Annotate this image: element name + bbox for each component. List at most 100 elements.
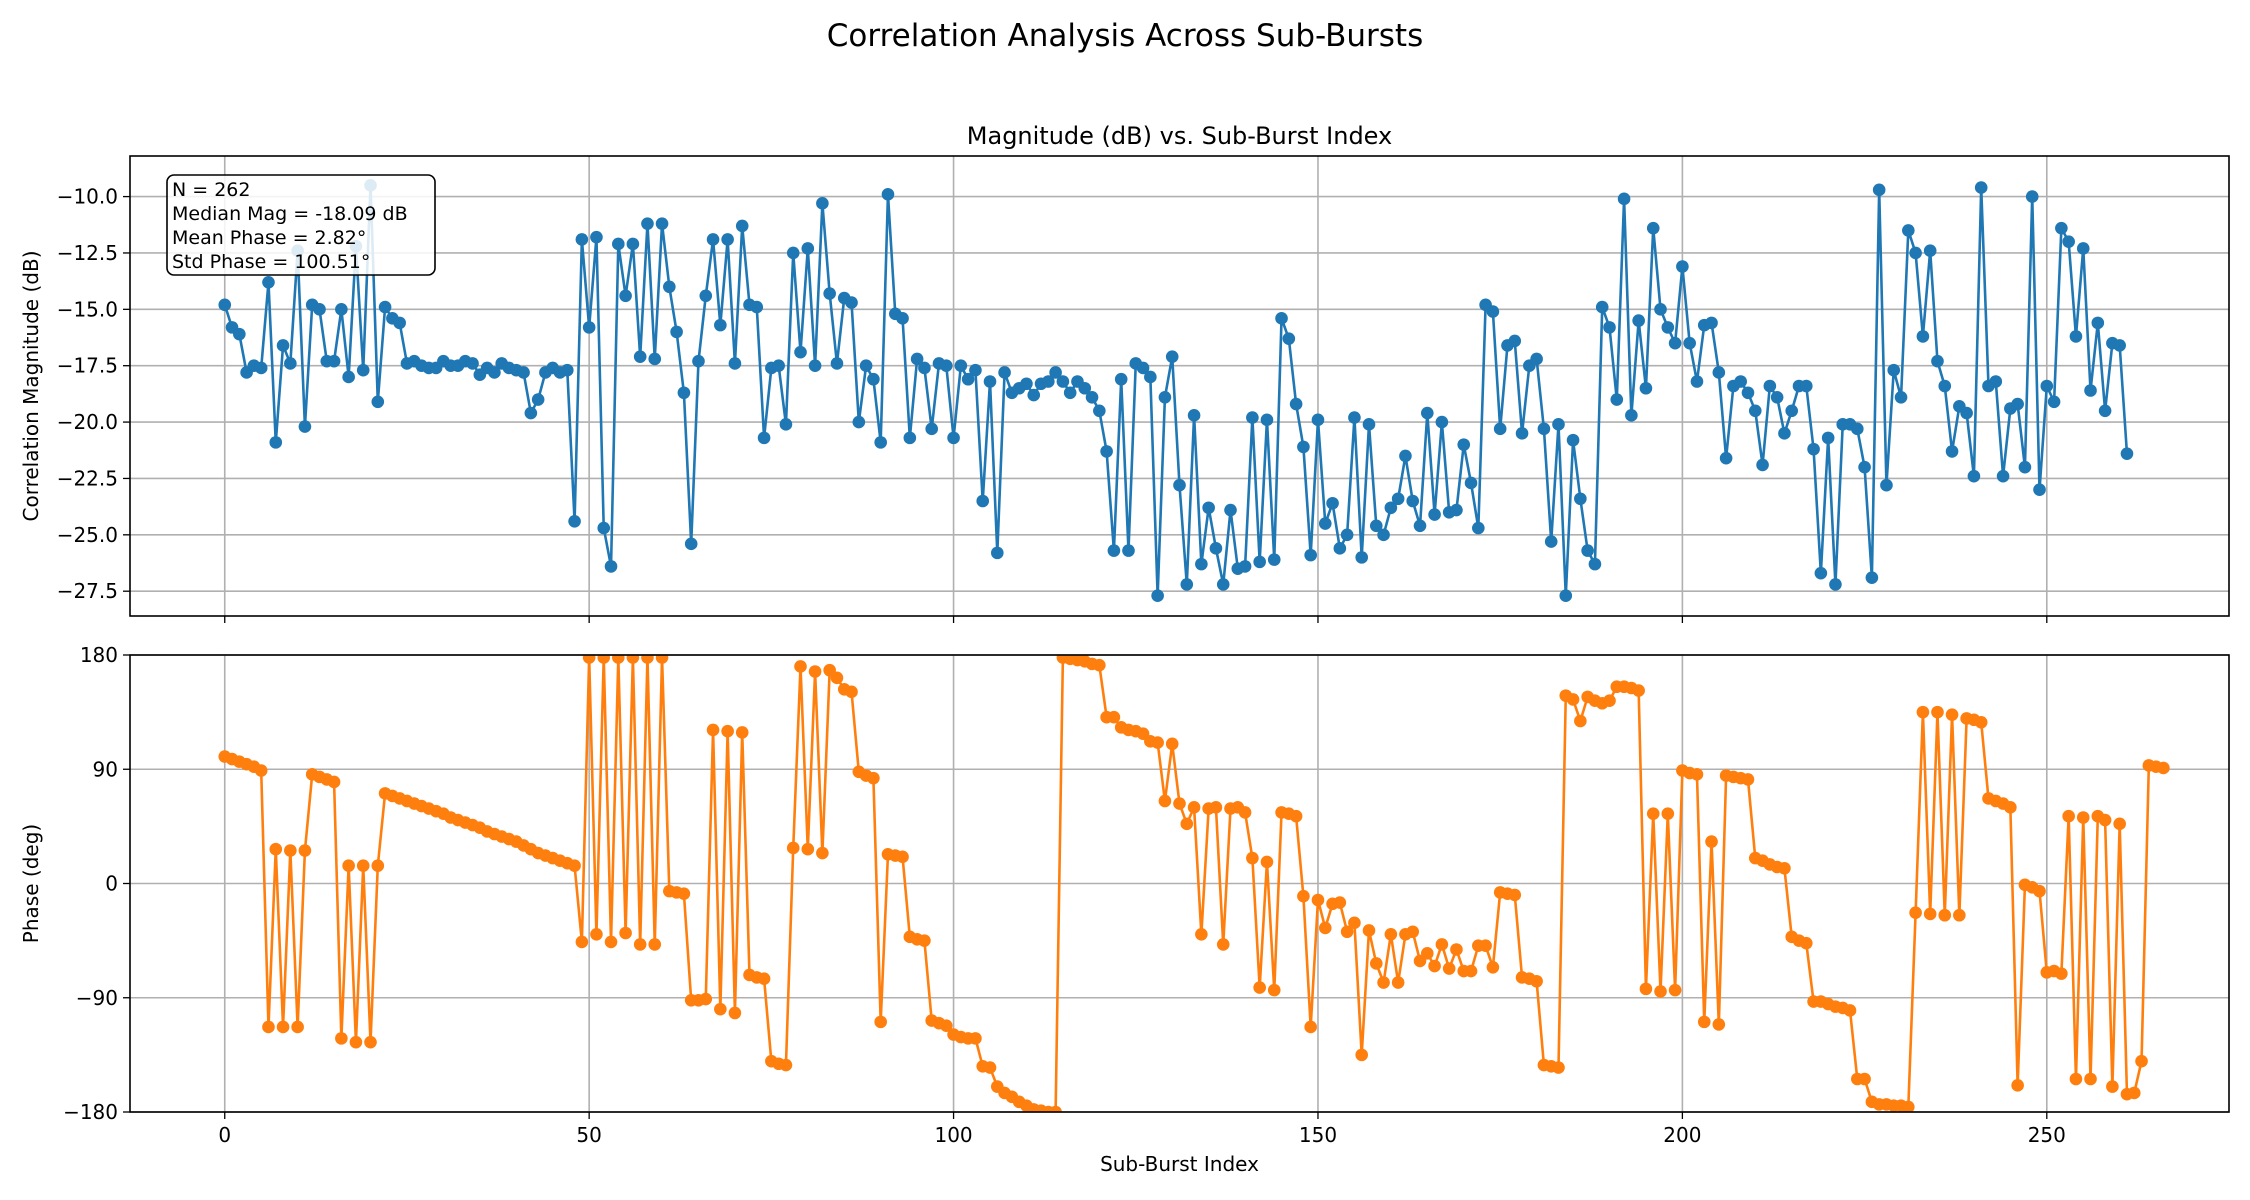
- data-point: [1406, 494, 1420, 508]
- data-point: [575, 935, 589, 949]
- data-point: [918, 934, 931, 947]
- data-point: [1318, 517, 1332, 530]
- data-point: [327, 354, 341, 368]
- x-tick-label: 0: [218, 1123, 231, 1147]
- data-point: [335, 303, 348, 316]
- data-point: [298, 844, 312, 857]
- data-point: [262, 275, 275, 289]
- data-point: [1151, 736, 1164, 749]
- y-tick-label: −20.0: [57, 410, 118, 434]
- data-point: [830, 671, 844, 685]
- data-point: [1180, 817, 1194, 831]
- data-point: [1479, 939, 1492, 953]
- data-point: [1428, 508, 1441, 521]
- data-point: [568, 859, 581, 873]
- data-point: [342, 370, 355, 384]
- data-point: [590, 927, 603, 941]
- data-point: [1697, 1015, 1711, 1029]
- data-point: [1603, 694, 1616, 707]
- data-point: [1180, 578, 1194, 591]
- data-point: [1238, 560, 1252, 573]
- data-point: [2098, 813, 2112, 827]
- data-point: [1493, 422, 1507, 436]
- data-point: [597, 521, 611, 535]
- data-point: [801, 842, 815, 856]
- data-point: [1267, 553, 1281, 566]
- data-point: [1953, 908, 1966, 922]
- data-point: [619, 289, 632, 303]
- stats-line: N = 262: [172, 179, 250, 201]
- data-point: [1420, 406, 1434, 420]
- data-point: [2033, 884, 2046, 898]
- data-point: [1078, 381, 1092, 395]
- data-point: [2069, 1072, 2083, 1086]
- data-point: [677, 887, 691, 900]
- data-point: [1974, 181, 1988, 194]
- data-point: [2106, 1080, 2119, 1093]
- data-point: [910, 352, 924, 366]
- y-tick-label: −12.5: [57, 241, 118, 265]
- data-point: [1187, 801, 1201, 814]
- data-point: [269, 436, 283, 449]
- data-point: [1450, 943, 1463, 956]
- data-point: [1289, 809, 1303, 823]
- data-point: [2062, 809, 2075, 823]
- x-tick-label: 250: [2028, 1123, 2066, 1147]
- x-tick-label: 100: [934, 1123, 972, 1147]
- data-point: [779, 1058, 793, 1072]
- data-point: [1144, 370, 1157, 384]
- data-point: [1734, 375, 1747, 388]
- data-point: [1413, 519, 1427, 533]
- data-point: [655, 655, 669, 664]
- data-point: [735, 219, 749, 233]
- data-point: [1785, 404, 1799, 418]
- data-point: [1428, 959, 1441, 973]
- data-point: [684, 537, 698, 551]
- data-point: [1763, 379, 1777, 393]
- data-point: [2055, 221, 2068, 235]
- data-point: [1799, 936, 1813, 950]
- data-point: [714, 318, 727, 332]
- data-point: [2011, 397, 2024, 411]
- y-axis-label: Phase (deg): [19, 824, 43, 943]
- stats-line: Std Phase = 100.51°: [172, 251, 370, 273]
- data-point: [284, 844, 297, 857]
- data-point: [1114, 372, 1128, 386]
- data-point: [1778, 861, 1791, 875]
- data-point: [1450, 503, 1463, 517]
- data-point: [903, 431, 917, 445]
- data-point: [364, 1035, 377, 1049]
- data-point: [998, 366, 1011, 379]
- data-point: [1778, 427, 1791, 440]
- data-point: [1945, 708, 1959, 721]
- data-point: [254, 361, 268, 375]
- data-point: [1333, 896, 1347, 909]
- data-point: [1027, 388, 1041, 402]
- data-point: [1297, 440, 1310, 454]
- data-point: [313, 303, 326, 316]
- data-point: [1391, 492, 1405, 506]
- data-point: [1566, 693, 1580, 706]
- data-point: [1311, 413, 1325, 427]
- data-point: [2069, 330, 2083, 343]
- data-point: [1880, 478, 1893, 492]
- data-point: [1216, 578, 1230, 591]
- data-point: [1916, 330, 1930, 343]
- data-point: [2055, 967, 2068, 980]
- data-point: [663, 280, 676, 294]
- data-point: [531, 393, 545, 406]
- data-point: [1355, 551, 1369, 564]
- data-point: [2113, 339, 2126, 352]
- data-point: [1442, 962, 1456, 975]
- data-point: [801, 242, 815, 255]
- axes-frame: [129, 654, 2230, 1113]
- data-point: [1260, 413, 1274, 427]
- data-point: [1756, 458, 1769, 472]
- data-point: [1187, 409, 1201, 422]
- data-point: [2084, 384, 2097, 397]
- data-point: [1216, 938, 1230, 951]
- data-point: [1122, 544, 1135, 557]
- data-point: [983, 375, 997, 388]
- data-point: [1486, 305, 1500, 318]
- y-tick-label: 90: [93, 757, 118, 781]
